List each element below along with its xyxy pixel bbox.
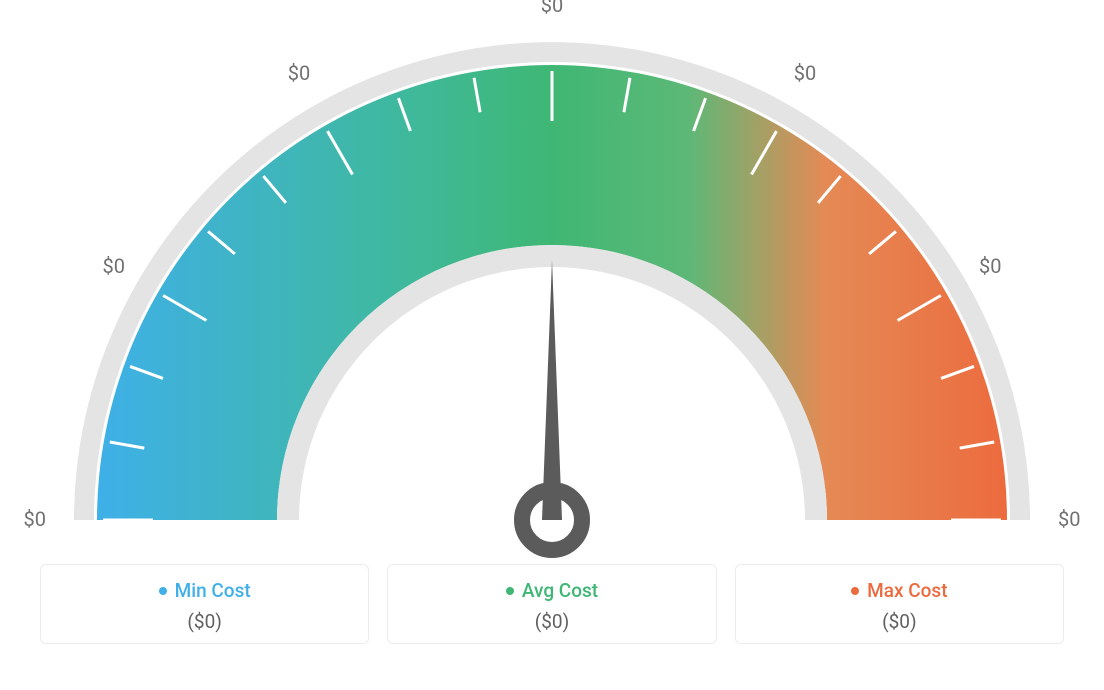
- legend-value-max: ($0): [744, 610, 1055, 633]
- legend-value-min: ($0): [49, 610, 360, 633]
- legend-row: Min Cost ($0) Avg Cost ($0) Max Cost ($0…: [0, 564, 1104, 644]
- legend-label-max: Max Cost: [867, 579, 947, 602]
- gauge-scale-label: $0: [103, 254, 125, 278]
- legend-title-min: Min Cost: [159, 579, 251, 602]
- legend-label-min: Min Cost: [175, 579, 251, 602]
- gauge-scale-label: $0: [794, 61, 816, 85]
- gauge-scale-label: $0: [24, 507, 46, 531]
- legend-label-avg: Avg Cost: [522, 579, 598, 602]
- cost-gauge-chart: $0 $0 $0 $0 $0 $0 $0: [0, 0, 1104, 560]
- gauge-scale-label: $0: [1058, 507, 1080, 531]
- gauge-svg: $0 $0 $0 $0 $0 $0 $0: [0, 0, 1104, 560]
- gauge-scale-label: $0: [541, 0, 563, 17]
- gauge-scale-label: $0: [979, 254, 1001, 278]
- gauge-scale-label: $0: [288, 61, 310, 85]
- legend-card-max: Max Cost ($0): [735, 564, 1064, 644]
- legend-card-avg: Avg Cost ($0): [387, 564, 716, 644]
- legend-dot-min: [159, 587, 167, 595]
- legend-card-min: Min Cost ($0): [40, 564, 369, 644]
- legend-dot-avg: [506, 587, 514, 595]
- legend-title-avg: Avg Cost: [506, 579, 598, 602]
- legend-dot-max: [851, 587, 859, 595]
- legend-value-avg: ($0): [396, 610, 707, 633]
- legend-title-max: Max Cost: [851, 579, 947, 602]
